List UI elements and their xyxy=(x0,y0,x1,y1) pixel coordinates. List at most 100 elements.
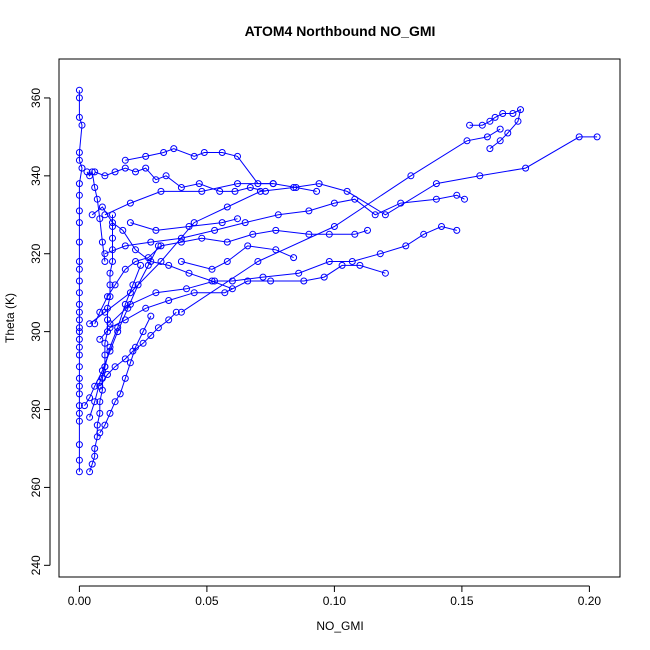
data-point xyxy=(152,226,160,234)
data-point xyxy=(463,137,471,145)
data-point xyxy=(132,168,139,176)
series xyxy=(96,312,155,437)
data-point xyxy=(75,308,83,316)
data-point xyxy=(259,273,267,281)
series xyxy=(101,191,468,258)
data-point xyxy=(313,187,321,195)
y-tick-label: 320 xyxy=(29,243,43,263)
data-point xyxy=(75,441,83,449)
data-point xyxy=(157,187,165,195)
series xyxy=(121,145,277,188)
data-point xyxy=(75,316,83,324)
series-line xyxy=(109,225,457,325)
series-line xyxy=(89,265,142,418)
data-point xyxy=(483,133,491,141)
data-point xyxy=(338,261,346,269)
y-axis-label: Theta (K) xyxy=(3,293,17,343)
data-point xyxy=(183,285,190,293)
series xyxy=(126,215,241,234)
data-point xyxy=(269,180,277,188)
data-point xyxy=(185,269,193,277)
data-point xyxy=(593,133,601,141)
data-point xyxy=(300,277,308,285)
series xyxy=(86,133,601,328)
data-point xyxy=(190,152,198,160)
data-point xyxy=(185,223,193,230)
data-point xyxy=(96,378,104,386)
data-point xyxy=(272,246,280,254)
series xyxy=(91,226,371,328)
data-point xyxy=(195,180,203,188)
data-point xyxy=(91,320,99,328)
data-point xyxy=(272,226,280,234)
series xyxy=(466,106,524,153)
data-point xyxy=(356,261,364,269)
data-point xyxy=(101,421,109,429)
data-point xyxy=(144,261,152,269)
data-point xyxy=(111,398,119,406)
data-point xyxy=(86,394,94,402)
data-point xyxy=(132,258,139,265)
data-point xyxy=(461,195,468,203)
data-point xyxy=(96,335,104,343)
data-point xyxy=(165,261,173,269)
x-tick-label: 0.00 xyxy=(68,594,92,608)
data-point xyxy=(154,324,162,332)
data-point xyxy=(75,409,83,417)
data-point xyxy=(522,164,530,172)
series xyxy=(96,261,389,343)
data-point xyxy=(75,180,83,188)
data-point xyxy=(93,195,101,203)
series-line xyxy=(130,218,238,231)
data-point xyxy=(119,226,127,234)
data-point xyxy=(315,180,323,188)
x-tick-label: 0.20 xyxy=(578,594,602,608)
data-point xyxy=(200,149,208,156)
data-point xyxy=(104,371,111,378)
series xyxy=(88,203,236,293)
data-point xyxy=(75,191,83,199)
data-point xyxy=(325,230,333,238)
data-point xyxy=(453,226,461,234)
data-point xyxy=(351,230,359,238)
data-point xyxy=(75,300,83,308)
data-point xyxy=(234,152,241,160)
x-axis-label: NO_GMI xyxy=(316,619,363,633)
y-tick-label: 260 xyxy=(29,477,43,497)
data-point xyxy=(121,265,129,273)
data-point xyxy=(218,149,226,156)
data-point xyxy=(517,106,524,114)
data-point xyxy=(165,297,173,304)
data-point xyxy=(496,137,504,145)
data-point xyxy=(126,359,134,367)
series-line xyxy=(469,108,522,149)
data-point xyxy=(98,203,106,211)
data-point xyxy=(402,242,410,250)
data-point xyxy=(121,300,129,308)
data-point xyxy=(75,149,83,156)
series xyxy=(177,242,298,273)
data-point xyxy=(121,164,129,172)
data-point xyxy=(106,324,114,332)
data-point xyxy=(223,203,231,211)
series-line xyxy=(181,128,501,313)
y-tick-label: 300 xyxy=(29,321,43,341)
data-point xyxy=(438,223,445,230)
data-point xyxy=(88,460,96,468)
data-point xyxy=(381,211,389,219)
data-point xyxy=(147,332,155,339)
data-point xyxy=(104,293,111,301)
data-point xyxy=(106,409,114,417)
data-point xyxy=(177,234,185,242)
series-line xyxy=(99,264,386,340)
data-point xyxy=(453,191,461,199)
data-point xyxy=(106,320,114,328)
series-line xyxy=(89,214,113,472)
data-point xyxy=(75,382,83,390)
data-point xyxy=(116,390,124,398)
data-point xyxy=(432,195,440,203)
data-point xyxy=(96,215,104,223)
data-point xyxy=(147,312,155,320)
data-point xyxy=(499,110,507,117)
data-point xyxy=(177,184,185,191)
